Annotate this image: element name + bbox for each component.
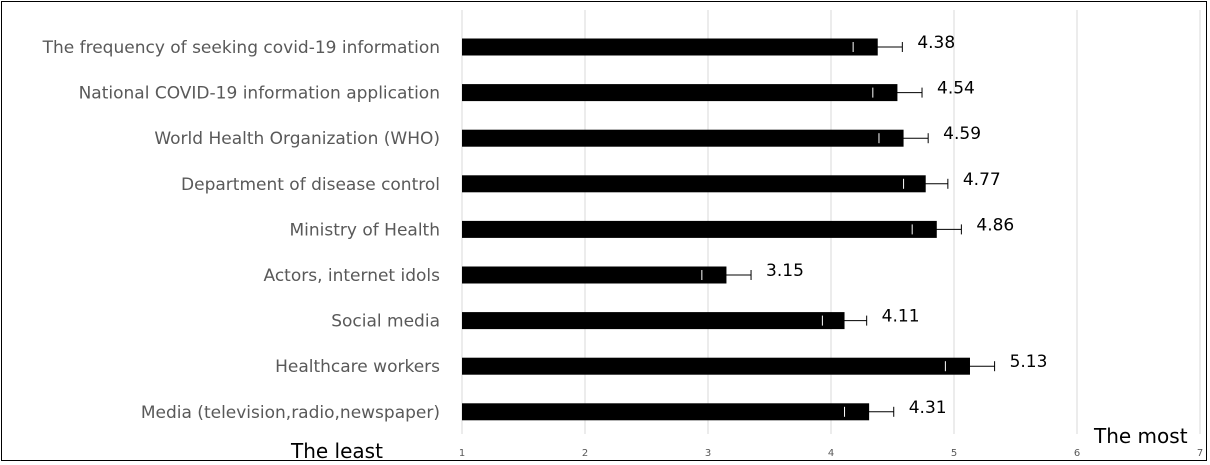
value-label: 4.59 <box>943 124 981 144</box>
bar <box>462 403 870 421</box>
error-bar <box>911 224 962 235</box>
category-label: Media (television,radio,newspaper) <box>141 403 440 423</box>
category-label: Department of disease control <box>181 175 440 195</box>
value-label: 4.38 <box>917 33 955 53</box>
error-bar <box>903 178 949 189</box>
bar <box>462 357 970 375</box>
bar <box>462 220 937 238</box>
bar <box>462 312 845 330</box>
error-bar <box>872 87 923 98</box>
category-labels: The frequency of seeking covid-19 inform… <box>42 38 441 423</box>
category-label: The frequency of seeking covid-19 inform… <box>42 38 440 58</box>
category-label: Social media <box>331 312 440 332</box>
x-tick-label: 2 <box>582 448 588 459</box>
x-tick-label: 5 <box>951 448 957 459</box>
x-tick-label: 6 <box>1074 448 1080 459</box>
error-bar <box>878 133 929 144</box>
x-tick-label: 3 <box>705 448 711 459</box>
value-label: 4.11 <box>882 307 920 327</box>
axis-min-label: The least <box>290 439 383 462</box>
value-label: 4.86 <box>976 215 1014 235</box>
bar <box>462 129 904 147</box>
error-bar <box>821 315 868 326</box>
value-labels: 4.38 4.54 4.59 4.77 4.86 3.15 4.11 5.13 4.31 <box>766 33 1047 418</box>
category-label: Healthcare workers <box>275 357 440 377</box>
error-bar <box>701 270 752 280</box>
category-label: World Health Organization (WHO) <box>154 129 440 149</box>
error-bars <box>701 42 996 417</box>
tick-labels: 1 2 3 4 5 6 7 <box>459 448 1203 459</box>
error-bar <box>844 406 895 417</box>
x-tick-label: 1 <box>459 448 465 459</box>
category-label: Ministry of Health <box>290 220 440 240</box>
value-label: 5.13 <box>1010 352 1048 372</box>
axis-max-label: The most <box>1093 424 1188 448</box>
error-bar <box>852 42 903 52</box>
value-label: 3.15 <box>766 261 804 281</box>
value-label: 4.31 <box>909 398 947 418</box>
category-label: Actors, internet idols <box>263 266 440 286</box>
error-bar <box>944 361 996 372</box>
x-tick-label: 4 <box>828 448 834 459</box>
category-label: National COVID-19 information applicatio… <box>79 84 440 104</box>
bar <box>462 84 898 102</box>
value-label: 4.54 <box>937 79 975 99</box>
value-label: 4.77 <box>963 170 1001 190</box>
bar <box>462 266 727 284</box>
bar <box>462 175 926 193</box>
bar <box>462 38 878 56</box>
bars <box>462 38 970 421</box>
x-tick-label: 7 <box>1197 448 1203 459</box>
